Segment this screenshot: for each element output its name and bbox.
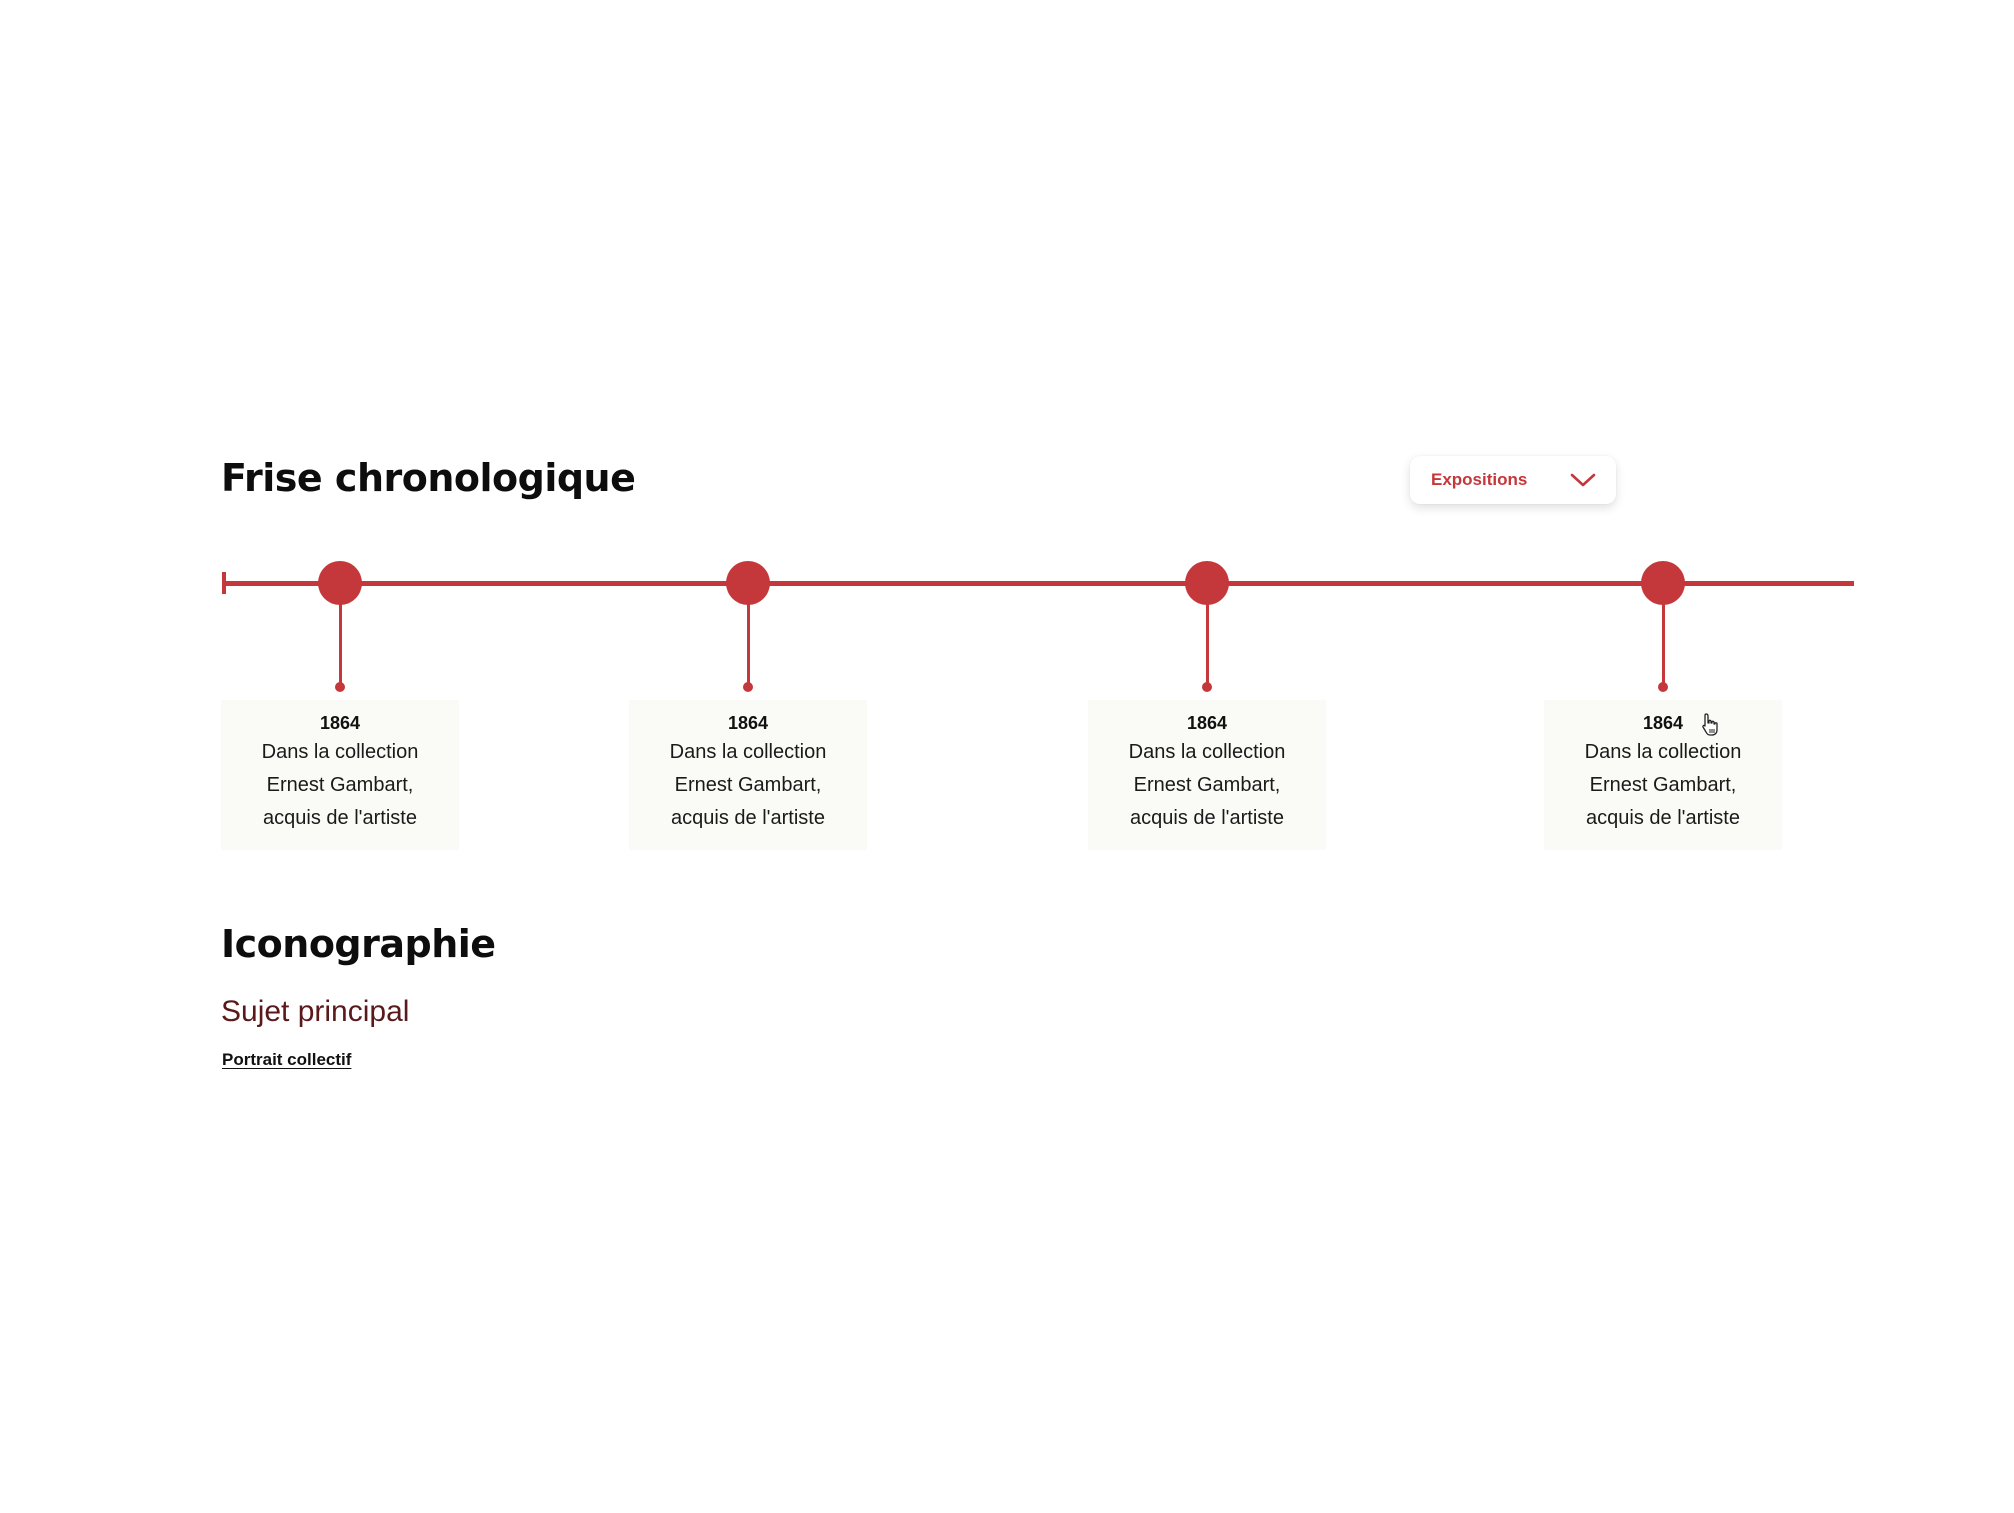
- timeline-event-stem: [1205, 600, 1209, 686]
- timeline-event-stem: [338, 600, 342, 686]
- timeline-event-year: 1864: [1186, 713, 1228, 733]
- iconography-section-title: Iconographie: [221, 922, 496, 966]
- timeline-event-card: 1864 Dans la collection Ernest Gambart, …: [221, 700, 459, 850]
- timeline-event-year: 1864: [319, 713, 361, 733]
- timeline-event-year: 1864: [727, 713, 769, 733]
- timeline-event-stem-dot: [1658, 682, 1668, 692]
- timeline: 1864 Dans la collection Ernest Gambart, …: [220, 560, 1856, 860]
- hand-pointer-cursor-icon: [1702, 713, 1718, 736]
- timeline-event-stem-dot: [1202, 682, 1212, 692]
- timeline-event-card: 1864 Dans la collection Ernest Gambart, …: [629, 700, 867, 850]
- timeline-event-description: Dans la collection Ernest Gambart, acqui…: [1128, 741, 1286, 829]
- timeline-section-title: Frise chronologique: [221, 456, 636, 500]
- timeline-event-description: Dans la collection Ernest Gambart, acqui…: [261, 741, 419, 829]
- timeline-event-node[interactable]: [318, 561, 362, 605]
- timeline-filter-selected-value: Expositions: [1431, 470, 1528, 489]
- timeline-event-card: 1864 Dans la collection Ernest Gambart, …: [1088, 700, 1326, 850]
- timeline-event-description: Dans la collection Ernest Gambart, acqui…: [669, 741, 827, 829]
- timeline-event-stem-dot: [743, 682, 753, 692]
- timeline-event-node[interactable]: [1641, 561, 1685, 605]
- timeline-axis: [222, 581, 1854, 586]
- timeline-filter-dropdown[interactable]: Expositions: [1410, 456, 1616, 504]
- chevron-down-icon: [1570, 473, 1596, 487]
- timeline-event-stem-dot: [335, 682, 345, 692]
- timeline-event-node[interactable]: [726, 561, 770, 605]
- iconography-subheading: Sujet principal: [221, 995, 410, 1028]
- timeline-event-card: 1864 Dans la collection Ernest Gambart, …: [1544, 700, 1782, 850]
- iconography-tag-link[interactable]: Portrait collectif: [222, 1050, 352, 1069]
- timeline-event-node[interactable]: [1185, 561, 1229, 605]
- timeline-event-stem: [1661, 600, 1665, 686]
- timeline-event-year: 1864: [1642, 713, 1684, 733]
- timeline-event-stem: [746, 600, 750, 686]
- timeline-event-description: Dans la collection Ernest Gambart, acqui…: [1584, 741, 1742, 829]
